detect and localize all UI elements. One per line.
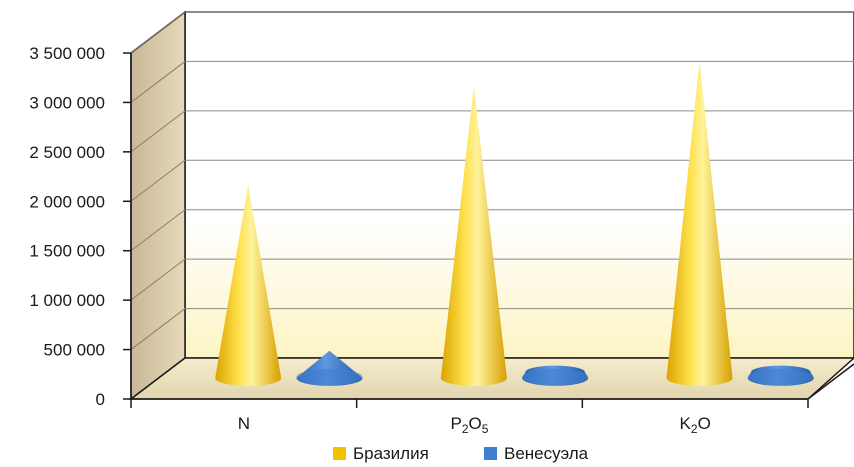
cone-mark — [296, 350, 363, 386]
side-wall — [130, 10, 186, 401]
y-tick-label: 500 000 — [44, 341, 105, 360]
legend-label: Венесуэла — [504, 444, 589, 463]
y-tick-label: 2 500 000 — [29, 143, 105, 162]
gridline-side — [130, 61, 186, 103]
gridline-side — [130, 258, 186, 301]
y-tick-label: 1 000 000 — [29, 291, 105, 310]
legend-swatch — [484, 447, 497, 460]
gridline-side — [130, 209, 186, 252]
x-tick-label: N — [238, 414, 250, 433]
y-tick-label: 0 — [96, 390, 105, 409]
y-tick-label: 2 000 000 — [29, 192, 105, 211]
cone-mark — [747, 365, 814, 386]
floor-edge — [807, 363, 854, 400]
cone-mark — [215, 185, 282, 386]
gridline-side — [130, 11, 186, 54]
legend-swatch — [333, 447, 346, 460]
cone-mark — [522, 365, 589, 386]
cone-mark — [440, 85, 507, 387]
y-tick-label: 3 500 000 — [29, 44, 105, 63]
gridline-side — [130, 308, 186, 350]
legend-item: Венесуэла — [484, 444, 589, 463]
gridline-side — [130, 159, 186, 202]
y-tick-label: 1 500 000 — [29, 242, 105, 261]
cone-mark — [666, 60, 733, 387]
legend-item: Бразилия — [333, 444, 429, 463]
gridline-side — [130, 110, 186, 153]
x-tick-label: K2​O — [680, 414, 711, 436]
legend-label: Бразилия — [353, 444, 429, 463]
y-tick-label: 3 000 000 — [29, 93, 105, 112]
x-tick-label: P2​O5​ — [451, 414, 489, 436]
back-wall — [184, 11, 854, 359]
